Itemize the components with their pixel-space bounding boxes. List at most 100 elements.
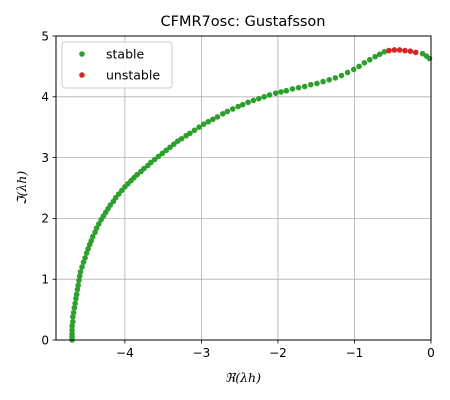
stable-point [74,286,81,293]
stable-point [85,246,91,252]
stable-point [167,144,173,151]
chart-title: CFMR7osc: Gustafsson [161,14,326,30]
legend: stable unstable [61,41,173,89]
stable-point [261,94,267,100]
series-stable [69,49,433,343]
stable-point [320,78,326,85]
y-tick-label: 5 [41,29,49,43]
stable-point [88,238,95,244]
stable-point [70,314,76,320]
stable-point [76,277,82,284]
stable-point [376,51,383,58]
y-tick-label: 4 [41,90,49,104]
stable-point [171,141,177,148]
stable-point [314,80,320,87]
stable-point [372,53,378,60]
stable-point [163,147,170,154]
y-axis: 0 1 2 3 4 5 [41,29,56,347]
stable-point [77,269,84,275]
x-axis: −4 −3 −2 −1 0 [116,340,435,360]
stable-point [93,225,100,231]
stable-point [71,304,78,311]
stable-point [283,87,290,94]
stable-point [92,229,98,236]
stable-point [332,75,339,81]
plot-frame [55,35,432,341]
stable-point [72,300,78,307]
stable-point [178,135,185,142]
stable-point [295,84,302,91]
stable-point [141,165,147,172]
unstable-point [386,47,392,54]
legend-marker-stable [79,51,85,57]
stable-point [200,121,207,127]
stable-point [80,259,87,265]
y-tick-label: 3 [41,151,49,165]
stable-point [338,72,345,79]
stable-point [205,118,212,125]
stable-point [148,159,154,166]
unstable-point [396,47,403,53]
stable-point [239,101,246,108]
unstable-point [391,47,398,53]
stable-point [69,327,75,334]
stable-point [210,116,216,123]
stable-point [79,264,85,270]
x-tick-label: −2 [269,346,287,360]
stable-point [344,69,351,76]
stable-point [83,250,90,256]
y-tick-label: 0 [41,333,49,347]
stable-point [73,291,80,298]
stable-point [70,318,76,325]
stable-point [187,130,193,137]
stable-point [224,108,231,115]
stable-point [250,97,257,104]
x-tick-label: −3 [193,346,211,360]
y-tick-label: 1 [41,273,49,287]
stable-point [245,99,251,106]
stable-point [214,114,221,120]
stable-point [289,86,296,92]
stable-point [69,323,75,329]
stable-point [70,309,77,316]
legend-marker-unstable [79,72,85,78]
stable-point [196,124,202,130]
stable-point [220,111,226,117]
x-axis-label: ℜ(λh) [225,370,261,385]
series-unstable [386,47,419,56]
stable-point [76,273,83,279]
stable-point [256,95,262,102]
stable-point [159,150,166,157]
stable-point [73,295,79,302]
stable-point [134,171,140,178]
x-tick-label: −4 [116,346,134,360]
stable-point [191,127,198,134]
x-tick-label: 0 [427,346,435,360]
y-tick-label: 2 [41,212,49,226]
legend-label-unstable: unstable [106,68,160,83]
stable-point [326,76,333,83]
stable-point [82,255,88,261]
stable-point [229,106,236,112]
stable-point [96,221,102,227]
stable-point [308,81,314,88]
y-axis-label: ℑ(λh) [14,171,29,206]
stable-point [266,92,273,98]
stable-point [75,282,81,289]
stable-point [361,59,368,66]
legend-label-stable: stable [106,47,144,62]
stable-point [278,89,284,95]
x-tick-label: −1 [346,346,364,360]
legend-box [61,41,173,89]
stable-point [350,66,357,73]
stable-point [235,103,241,110]
stable-point [366,56,373,63]
stable-point [272,90,279,96]
stable-point [89,233,96,240]
stable-point [381,49,388,55]
stable-point [151,156,158,163]
stable-point [301,83,308,90]
stable-point [356,63,362,70]
stable-point [155,153,162,160]
